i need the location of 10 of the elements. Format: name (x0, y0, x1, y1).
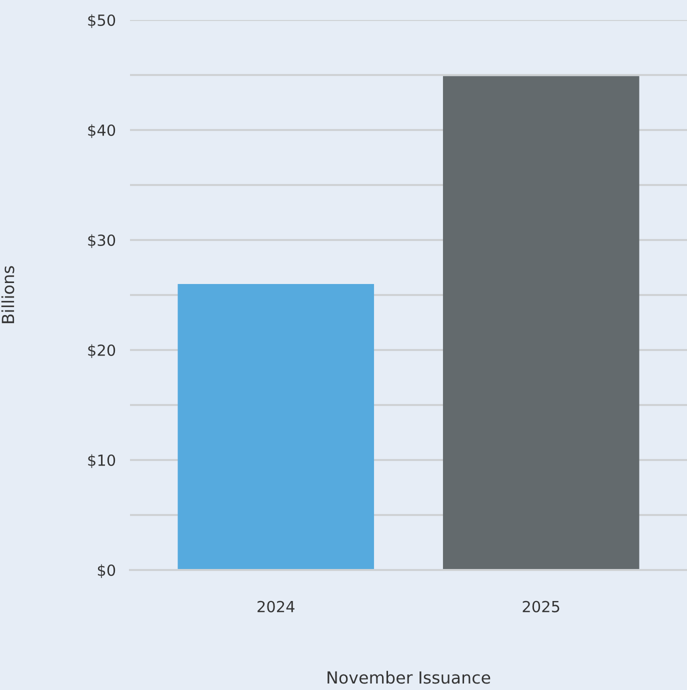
y-tick-label: $10 (88, 454, 116, 468)
x-tick-label: 2025 (522, 600, 560, 612)
x-tick-label: 2024 (258, 600, 294, 612)
y-tick-label: $20 (88, 344, 116, 358)
y-tick-label: $40 (88, 124, 116, 138)
y-tick-label: $50 (88, 14, 116, 28)
y-tick-label: $30 (88, 234, 116, 248)
x-axis-title: November Issuance (328, 670, 490, 684)
y-axis-title: Billions (1, 266, 14, 324)
y-tick-label: $0 (98, 564, 116, 578)
